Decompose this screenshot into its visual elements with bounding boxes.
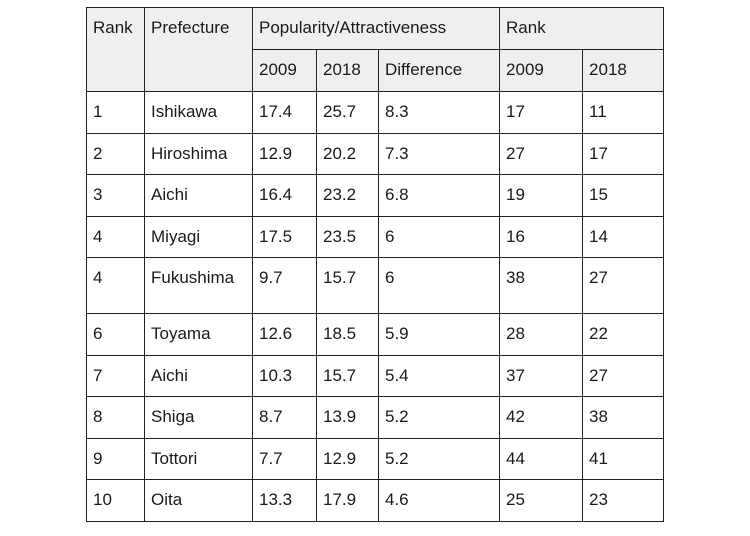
cell-rank-2018: 15 xyxy=(582,174,665,217)
cell-rank-2009: 28 xyxy=(499,313,584,356)
cell-2009: 17.5 xyxy=(252,215,317,258)
prefecture-ranking-table: Rank Prefecture Popularity/Attractivenes… xyxy=(86,7,665,522)
cell-rank: 8 xyxy=(86,396,145,439)
cell-rank-2018: 17 xyxy=(582,132,665,175)
cell-prefecture: Ishikawa xyxy=(144,91,253,134)
cell-2009: 8.7 xyxy=(252,396,317,439)
table-row: 4 Miyagi 17.5 23.5 6 16 14 xyxy=(86,215,665,258)
cell-rank-2018: 41 xyxy=(582,437,665,480)
cell-2009: 16.4 xyxy=(252,174,317,217)
cell-2009: 7.7 xyxy=(252,437,317,480)
cell-prefecture: Hiroshima xyxy=(144,132,253,175)
header-rank-group: Rank xyxy=(499,7,665,50)
cell-difference: 4.6 xyxy=(377,479,501,522)
cell-rank-2018: 22 xyxy=(582,313,665,356)
cell-prefecture: Fukushima xyxy=(144,257,253,314)
header-rank-2018: 2018 xyxy=(582,49,665,92)
cell-2009: 17.4 xyxy=(252,91,317,134)
table-row: 3 Aichi 16.4 23.2 6.8 19 15 xyxy=(86,174,665,217)
cell-prefecture: Miyagi xyxy=(144,215,253,258)
cell-difference: 5.4 xyxy=(377,354,501,397)
cell-2009: 10.3 xyxy=(252,354,317,397)
table-row: 8 Shiga 8.7 13.9 5.2 42 38 xyxy=(86,396,665,439)
cell-2018: 20.2 xyxy=(316,132,379,175)
cell-rank-2009: 37 xyxy=(499,354,584,397)
cell-2009: 13.3 xyxy=(252,479,317,522)
cell-rank-2018: 27 xyxy=(582,354,665,397)
cell-2018: 23.5 xyxy=(316,215,379,258)
table-row: 2 Hiroshima 12.9 20.2 7.3 27 17 xyxy=(86,132,665,175)
cell-2009: 12.6 xyxy=(252,313,317,356)
cell-2018: 18.5 xyxy=(316,313,379,356)
table-row: 1 Ishikawa 17.4 25.7 8.3 17 11 xyxy=(86,91,665,134)
cell-prefecture: Aichi xyxy=(144,174,253,217)
table-header: Rank Prefecture Popularity/Attractivenes… xyxy=(86,7,665,92)
table-row: 4 Fukushima 9.7 15.7 6 38 27 xyxy=(86,257,665,314)
header-prefecture: Prefecture xyxy=(144,7,253,92)
table-body: 1 Ishikawa 17.4 25.7 8.3 17 11 2 Hiroshi… xyxy=(86,91,665,522)
cell-rank-2018: 11 xyxy=(582,91,665,134)
table-row: 7 Aichi 10.3 15.7 5.4 37 27 xyxy=(86,354,665,397)
header-popularity: Popularity/Attractiveness xyxy=(251,7,501,50)
cell-prefecture: Shiga xyxy=(144,396,253,439)
cell-rank-2009: 17 xyxy=(499,91,584,134)
header-row-top: Rank Prefecture Popularity/Attractivenes… xyxy=(86,7,665,92)
cell-difference: 5.9 xyxy=(377,313,501,356)
cell-difference: 8.3 xyxy=(377,91,501,134)
cell-prefecture: Tottori xyxy=(144,437,253,480)
cell-2018: 23.2 xyxy=(316,174,379,217)
cell-rank: 1 xyxy=(86,91,145,134)
cell-difference: 7.3 xyxy=(377,132,501,175)
cell-rank: 10 xyxy=(86,479,145,522)
cell-2018: 13.9 xyxy=(316,396,379,439)
cell-difference: 5.2 xyxy=(377,396,501,439)
cell-difference: 6 xyxy=(377,257,501,314)
cell-rank: 6 xyxy=(86,313,145,356)
header-rank-2009: 2009 xyxy=(499,49,584,92)
cell-difference: 5.2 xyxy=(377,437,501,480)
cell-rank-2018: 14 xyxy=(582,215,665,258)
cell-rank-2018: 38 xyxy=(582,396,665,439)
cell-2018: 25.7 xyxy=(316,91,379,134)
cell-2018: 12.9 xyxy=(316,437,379,480)
header-row-sub: 2009 2018 Difference 2009 2018 xyxy=(87,49,665,92)
cell-rank-2018: 23 xyxy=(582,479,665,522)
cell-rank: 2 xyxy=(86,132,145,175)
table-row: 6 Toyama 12.6 18.5 5.9 28 22 xyxy=(86,313,665,356)
header-2018: 2018 xyxy=(316,49,379,92)
cell-difference: 6 xyxy=(377,215,501,258)
cell-rank-2018: 27 xyxy=(582,257,665,314)
header-rank: Rank xyxy=(86,7,145,92)
cell-prefecture: Oita xyxy=(144,479,253,522)
cell-rank-2009: 25 xyxy=(499,479,584,522)
cell-prefecture: Toyama xyxy=(144,313,253,356)
table-row: 9 Tottori 7.7 12.9 5.2 44 41 xyxy=(86,437,665,480)
cell-rank-2009: 19 xyxy=(499,174,584,217)
cell-difference: 6.8 xyxy=(377,174,501,217)
cell-rank: 4 xyxy=(86,257,145,314)
table-row: 10 Oita 13.3 17.9 4.6 25 23 xyxy=(86,479,665,522)
cell-rank: 7 xyxy=(86,354,145,397)
cell-rank-2009: 27 xyxy=(499,132,584,175)
cell-rank-2009: 38 xyxy=(499,257,584,314)
cell-2009: 12.9 xyxy=(252,132,317,175)
cell-2018: 15.7 xyxy=(316,354,379,397)
cell-rank-2009: 16 xyxy=(499,215,584,258)
cell-2018: 17.9 xyxy=(316,479,379,522)
cell-2009: 9.7 xyxy=(252,257,317,314)
cell-rank-2009: 42 xyxy=(499,396,584,439)
cell-prefecture: Aichi xyxy=(144,354,253,397)
cell-rank: 9 xyxy=(86,437,145,480)
cell-rank: 4 xyxy=(86,215,145,258)
cell-rank: 3 xyxy=(86,174,145,217)
cell-rank-2009: 44 xyxy=(499,437,584,480)
cell-2018: 15.7 xyxy=(316,257,379,314)
header-difference: Difference xyxy=(377,49,501,92)
header-2009: 2009 xyxy=(252,49,317,92)
